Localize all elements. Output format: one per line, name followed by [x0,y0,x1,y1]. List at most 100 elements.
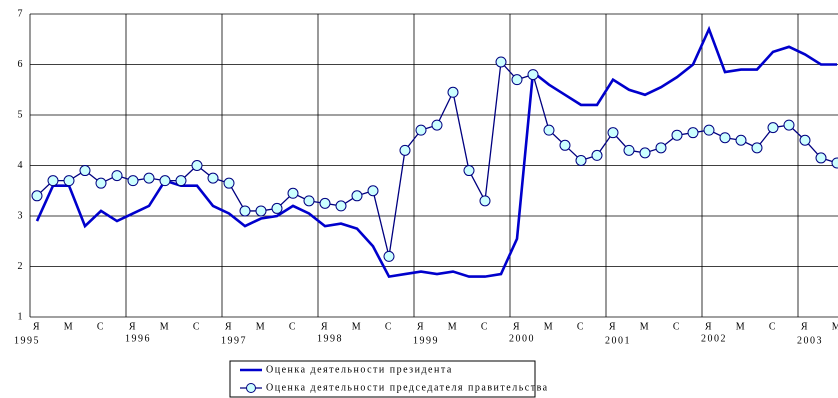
x-tick-label: Я [513,321,521,332]
series-line [35,25,837,279]
year-label: 1996 [125,333,151,344]
marker [415,124,427,136]
legend-marker [246,383,256,393]
marker [719,132,731,144]
year-label: 1997 [221,335,247,346]
marker [63,175,75,187]
marker [767,122,779,134]
x-tick-label: Я [609,321,617,332]
x-tick-label: С [673,321,681,332]
marker [671,129,683,141]
marker [751,142,763,154]
marker [95,177,107,189]
marker [191,160,203,171]
marker [207,172,219,184]
y-tick-label: 4 [18,160,25,171]
year-label: 2002 [701,333,727,344]
year-label: 1998 [317,333,343,344]
marker [271,202,283,214]
x-tick-label: С [769,321,777,332]
x-tick-label: Я [33,321,41,332]
x-tick-label: С [481,321,489,332]
marker [815,152,827,164]
x-tick-label: М [64,321,74,332]
marker [383,250,395,262]
marker [351,190,363,202]
marker [175,175,187,187]
x-tick-label: М [448,321,458,332]
marker [591,149,603,161]
marker [639,147,651,159]
y-tick-label: 5 [18,109,25,120]
y-tick-label: 7 [18,8,25,19]
x-tick-label: М [640,321,650,332]
marker [655,142,667,154]
marker [239,205,251,217]
x-tick-label: С [577,321,585,332]
marker [127,175,139,187]
legend-label: Оценка деятельности председателя правите… [266,382,549,393]
year-label: 1999 [413,335,439,346]
marker [687,127,699,139]
x-tick-label: Я [225,321,233,332]
x-tick-label: М [736,321,746,332]
marker [575,154,587,166]
x-tick-label: Я [705,321,713,332]
x-tick-label: Я [417,321,425,332]
x-tick-label: Я [321,321,329,332]
marker [143,172,155,184]
marker [511,74,523,86]
marker [335,200,347,212]
series-line [36,60,838,257]
marker [463,165,475,177]
x-tick-label: С [289,321,297,332]
legend-box [229,360,536,398]
marker [607,127,619,139]
marker [31,190,43,202]
legend-label: Оценка деятельности президента [266,364,453,375]
x-tick-label: Я [801,321,809,332]
y-tick-label: 3 [18,210,25,221]
x-tick-label: М [832,321,838,332]
marker [479,195,491,207]
marker [543,124,555,136]
marker [527,69,539,81]
y-tick-label: 6 [18,59,25,70]
marker [303,195,315,207]
marker [47,175,59,187]
marker [431,119,443,131]
marker [319,197,331,209]
x-tick-label: Я [129,321,137,332]
marker [703,124,715,136]
year-label: 1995 [14,335,40,346]
marker [623,144,635,156]
marker [399,144,411,156]
year-label: 2001 [605,335,631,346]
year-label: 2000 [509,333,535,344]
x-tick-label: С [385,321,393,332]
marker [559,139,571,151]
x-tick-label: С [193,321,201,332]
x-tick-label: С [97,321,105,332]
marker [447,86,459,98]
marker [495,56,507,68]
marker [255,205,267,217]
marker [159,175,171,187]
x-tick-label: М [160,321,170,332]
marker [287,187,299,199]
marker [367,185,379,197]
y-tick-label: 1 [18,311,25,322]
x-tick-label: М [544,321,554,332]
x-tick-label: М [256,321,266,332]
marker [783,119,795,131]
marker [799,134,811,146]
marker [831,157,838,169]
marker [223,177,235,189]
x-tick-label: М [352,321,362,332]
marker [735,134,747,146]
marker [111,170,123,182]
y-tick-label: 2 [18,261,25,272]
marker [79,165,91,177]
year-label: 2003 [797,335,823,346]
